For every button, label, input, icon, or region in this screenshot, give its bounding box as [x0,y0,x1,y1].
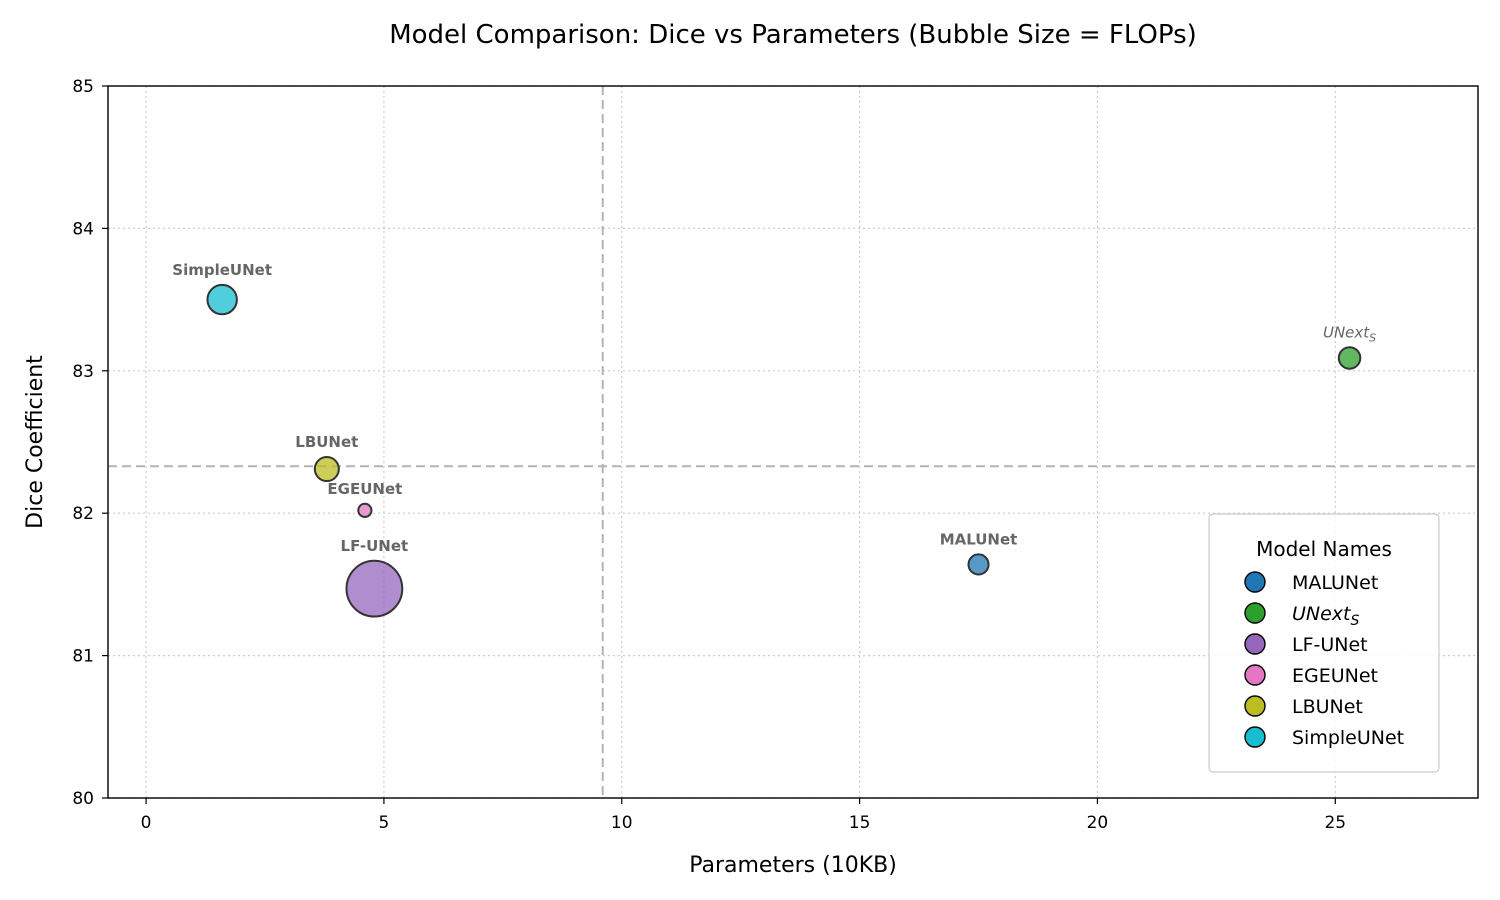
y-tick-label: 80 [72,789,94,809]
x-axis-label: Parameters (10KB) [689,853,897,878]
point-label: LF-UNet [341,537,409,555]
bubble-simpleunet [206,283,238,316]
y-tick-label: 85 [72,77,94,97]
legend-marker [1244,571,1266,593]
legend-entry: UNextS [1292,603,1360,629]
x-axis-ticks: 0 5 10 15 20 25 [141,798,1346,833]
legend-marker [1244,726,1266,748]
legend-marker [1244,633,1266,655]
y-axis-ticks: 80 81 82 83 84 85 [72,77,108,809]
legend-box [1208,513,1440,773]
legend-entry: EGEUNet [1292,665,1378,687]
y-tick-label: 84 [72,219,94,239]
bubble-malunet [967,553,990,576]
point-label: LBUNet [295,433,358,451]
plot-frame [107,85,1479,799]
x-tick-label: 10 [611,813,633,833]
point-label: EGEUNet [327,480,402,498]
chart-title: Model Comparison: Dice vs Parameters (Bu… [389,20,1197,50]
legend-entry: LF-UNet [1292,634,1368,656]
legend-entry: LBUNet [1292,696,1363,718]
point-label: SimpleUNet [172,261,272,279]
data-points [206,283,1362,618]
y-tick-label: 81 [72,647,94,667]
legend-marker [1244,664,1266,686]
x-tick-label: 0 [141,813,152,833]
data-labels: MALUNet UNextS LF-UNet EGEUNet LBUNet SimpleU… [172,261,1376,555]
legend: Model Names MALUNet UNextS LF-UNet EGEUNet L… [1208,513,1440,773]
x-tick-label: 25 [1324,813,1346,833]
legend-marker [1244,602,1266,624]
bubble-egeunet [357,502,373,518]
bubble-lbunet [313,456,340,483]
x-tick-label: 20 [1087,813,1109,833]
legend-entry: MALUNet [1292,572,1378,594]
x-tick-label: 15 [849,813,871,833]
x-tick-label: 5 [378,813,389,833]
y-axis-label: Dice Coefficient [23,355,48,529]
legend-marker [1244,695,1266,717]
point-label: UNextS [1323,323,1376,344]
bubble-lf-unet [345,559,404,618]
point-label: MALUNet [940,530,1018,548]
bubble-unext-s [1337,346,1362,370]
legend-title: Model Names [1256,537,1392,561]
legend-entry: SimpleUNet [1292,727,1404,749]
y-tick-label: 82 [72,504,94,524]
y-tick-label: 83 [72,362,94,382]
